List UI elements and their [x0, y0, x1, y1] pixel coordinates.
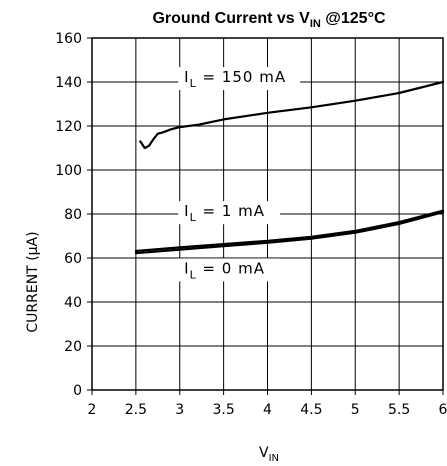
x-tick-label: 2.5: [125, 402, 147, 418]
x-tick-label: 6: [439, 402, 447, 418]
series-label-rest: = 150 mA: [197, 68, 286, 86]
y-tick-label: 120: [55, 119, 82, 135]
x-tick-labels: 2 2.5 3 3.5 4 4.5 5 5.5 6: [88, 402, 447, 418]
y-tick-label: 160: [55, 31, 82, 47]
x-tick-label: 5: [351, 402, 360, 418]
series-label-rest: = 1 mA: [197, 202, 265, 220]
series-label-subscript: L: [190, 268, 197, 281]
x-tick-label: 4.5: [300, 402, 322, 418]
x-tick-label: 2: [88, 402, 97, 418]
y-tick-label: 20: [64, 339, 82, 355]
x-tick-label: 3.5: [212, 402, 234, 418]
y-tick-label: 100: [55, 163, 82, 179]
series-label-0: IL = 150 mA: [184, 68, 286, 90]
chart-title-subscript: IN: [310, 18, 321, 30]
x-tick-label: 5.5: [388, 402, 410, 418]
grid: [87, 37, 444, 395]
series-label-background: [178, 201, 281, 225]
series-label-main: I: [184, 259, 189, 277]
series-line-0: [139, 80, 445, 150]
chart-title-suffix: @125°C: [321, 10, 386, 27]
series-label-background: [178, 67, 301, 90]
series-label-main: I: [184, 68, 189, 86]
series-curves: [134, 80, 445, 255]
y-tick-labels: 0 20 40 60 80 100 120 140 160: [55, 31, 82, 399]
series-line-2: [134, 211, 445, 255]
y-axis-label: CURRENT (μA): [25, 231, 41, 332]
y-tick-label: 40: [64, 295, 82, 311]
series-label-main: I: [184, 202, 189, 220]
x-axis-label: VIN: [259, 445, 279, 464]
y-tick-label: 140: [55, 75, 82, 91]
x-axis-label-main: V: [259, 445, 269, 461]
x-tick-label: 4: [263, 402, 272, 418]
y-tick-label: 60: [64, 251, 82, 267]
series-label-subscript: L: [190, 77, 197, 90]
chart-title-prefix: Ground Current vs V: [152, 10, 310, 27]
series-label-rest: = 0 mA: [197, 259, 265, 277]
series-label-subscript: L: [190, 211, 197, 224]
series-label-2: IL = 0 mA: [184, 259, 265, 281]
x-axis-label-subscript: IN: [269, 453, 279, 464]
chart-title: Ground Current vs VIN @125°C: [152, 10, 386, 30]
series-line-1: [134, 209, 445, 253]
y-tick-label: 80: [64, 207, 82, 223]
x-tick-label: 3: [175, 402, 184, 418]
y-tick-label: 0: [73, 383, 82, 399]
series-label-background: [178, 258, 281, 282]
series-label-1: IL = 1 mA: [184, 202, 265, 224]
plot-frame: [91, 37, 444, 391]
